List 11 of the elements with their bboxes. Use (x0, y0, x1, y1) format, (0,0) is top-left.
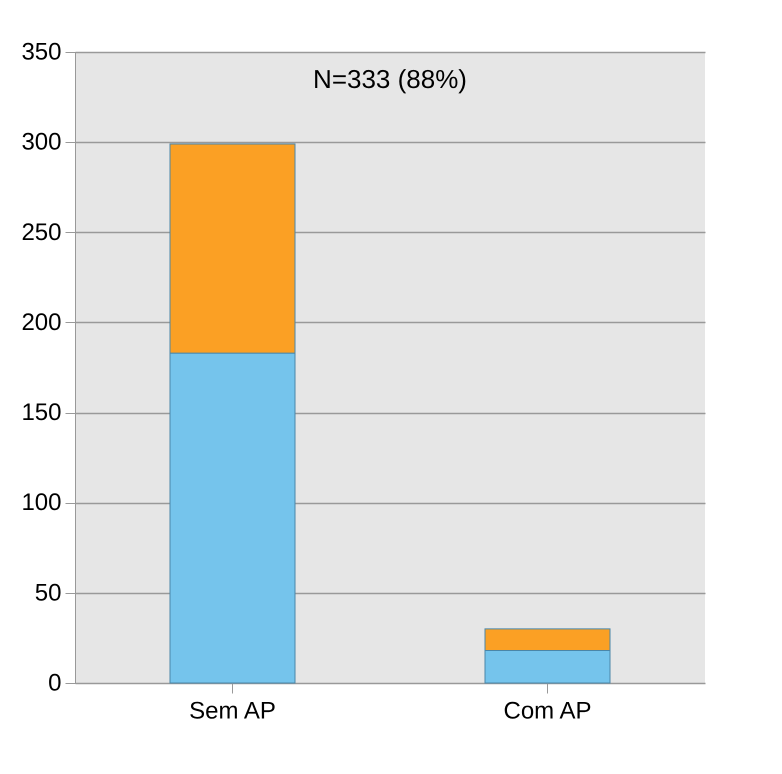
y-tick-label: 350 (21, 38, 62, 66)
y-tick-label: 250 (21, 218, 62, 246)
y-tick-label: 150 (21, 399, 62, 426)
y-tick-label: 300 (21, 128, 62, 156)
x-tick-label: Com AP (503, 698, 592, 724)
y-tick-label: 100 (21, 489, 62, 516)
y-tick-label: 200 (21, 308, 62, 336)
y-tick-label: 0 (48, 670, 62, 696)
annotation: N=333 (88%) (313, 64, 467, 94)
y-tick-label: 50 (34, 579, 62, 606)
x-tick-label: Sem AP (189, 698, 276, 724)
